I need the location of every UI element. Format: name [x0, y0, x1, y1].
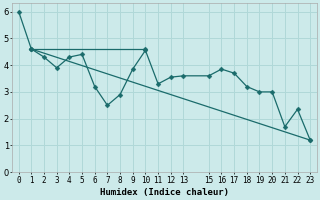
X-axis label: Humidex (Indice chaleur): Humidex (Indice chaleur) [100, 188, 229, 197]
